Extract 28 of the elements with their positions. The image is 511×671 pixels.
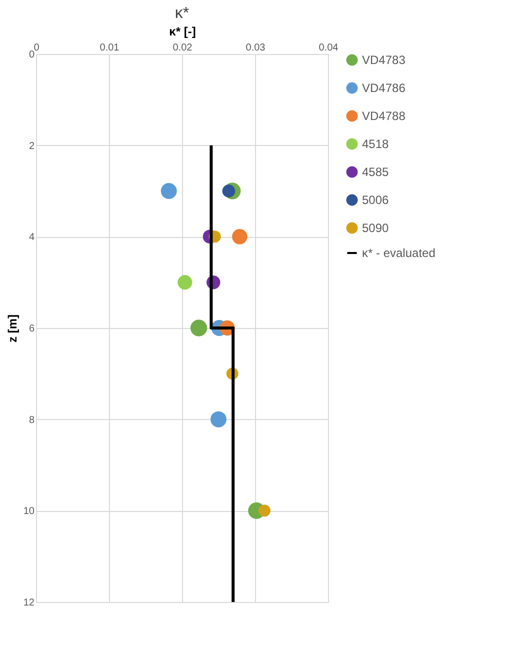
x-tick-label: 0.04 (318, 42, 339, 54)
x-tick-label: 0.02 (172, 42, 193, 54)
y-tick-label: 0 (28, 50, 35, 60)
legend-label: VD4786 (362, 81, 406, 95)
y-axis-title: z [m] (5, 314, 20, 342)
x-tick-label: 0.01 (100, 42, 120, 54)
point (178, 275, 192, 290)
legend-label: 4585 (362, 165, 390, 179)
x-axis-title: κ* [-] (169, 24, 196, 38)
legend-label: 5090 (362, 221, 390, 235)
y-tick-label: 10 (23, 506, 35, 518)
legend-label: 5006 (362, 193, 390, 207)
y-tick-label: 2 (28, 140, 35, 152)
x-tick-label: 0.03 (246, 42, 266, 54)
point (210, 411, 226, 428)
chart-title: κ* (174, 5, 190, 22)
point (190, 320, 208, 336)
legend-label: VD4783 (362, 53, 406, 67)
y-tick-label: 12 (23, 598, 35, 608)
point (258, 504, 270, 517)
y-tick-label: 6 (28, 324, 35, 334)
legend-label: VD4788 (362, 109, 406, 123)
y-tick-label: 4 (28, 232, 35, 244)
legend-label: κ* - evaluated (362, 246, 436, 260)
point (232, 229, 248, 244)
legend-label: 4518 (362, 137, 390, 151)
y-tick-label: 8 (28, 414, 35, 426)
point (160, 183, 177, 199)
